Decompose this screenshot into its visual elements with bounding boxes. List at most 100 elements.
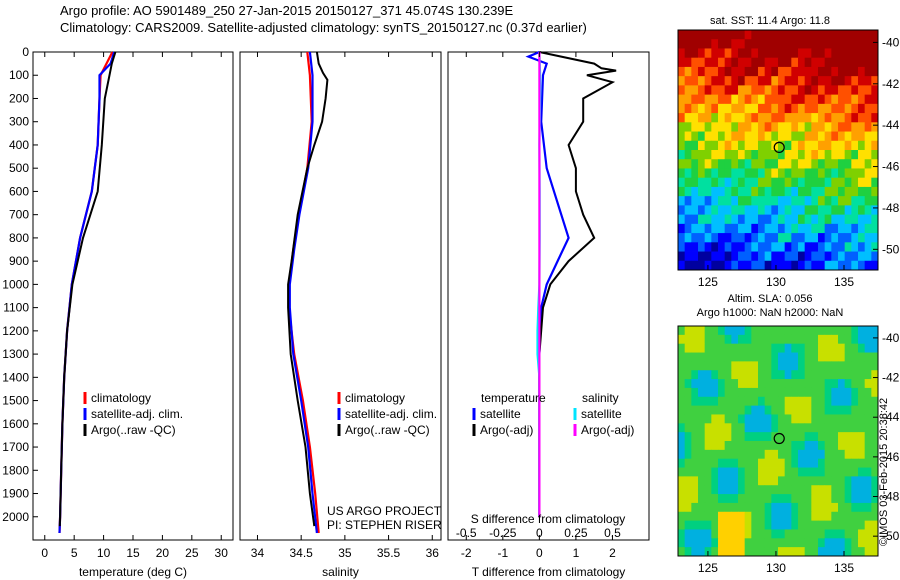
map-1-cell [818,66,826,77]
map-2-cell [691,379,699,389]
map-1-cell [818,260,826,271]
map-2-cell [704,511,712,522]
map-2-cell [871,458,879,468]
map-2-cell [771,547,779,557]
map-2-cell [684,387,692,398]
map-1-cell [824,177,832,188]
map-1-cell [751,150,759,160]
panel-1-xtick-label-4: 20 [156,546,170,560]
map-2-cell [724,370,732,380]
map-1-cell [864,168,872,179]
map-2-cell [778,529,786,539]
map-2-cell [764,511,772,522]
map-1-cell [831,177,839,188]
map-2-cell [858,387,866,398]
map-1-cell [724,205,732,216]
map-2-cell [864,485,872,495]
map-1-cell [851,168,859,179]
map-1-cell [851,57,859,68]
map-1-cell [684,260,692,271]
map-2-cell [731,476,739,486]
map-2-cell [771,334,779,345]
ytick-label-9: 900 [9,254,29,268]
map-1-cell [811,39,819,49]
map-1-cell [744,48,752,59]
map-1-cell [684,66,692,77]
map-2-cell [784,458,792,468]
map-1-cell [744,76,752,86]
map-1-cell [798,242,806,252]
panel-2-annotation-project: US ARGO PROJECT [327,504,442,518]
map-1-cell [844,30,852,40]
map-2-cell [678,343,686,353]
map-2-cell [838,432,846,442]
map-1-cell [844,113,852,123]
map-1-cell [711,205,719,216]
map-1-cell [871,94,879,105]
map-1-cell [758,223,766,234]
map-2-cell [738,511,746,522]
map-1-cell [844,48,852,59]
map-1-cell [864,131,872,142]
map-1-cell [798,196,806,206]
map-1-cell [831,242,839,252]
map-1-cell [811,94,819,105]
map-1-cell [784,39,792,49]
map-2-cell [858,494,866,504]
map-1-cell [678,251,686,262]
map-1-cell [704,103,712,114]
map-2-subtitle: Argo h1000: NaN h2000: NaN [697,307,844,319]
map-2-cell [791,432,799,442]
map-2-cell [698,467,706,477]
map-1-cell [778,39,786,49]
map-2-cell [784,494,792,504]
map-1-cell [678,168,686,179]
map-2-cell [731,449,739,460]
map-2-cell [851,449,859,460]
map-1-cell [744,85,752,96]
map-2-cell [691,538,699,548]
map-2-cell [678,387,686,398]
map-1-cell [784,177,792,188]
map-2-cell [778,485,786,495]
map-2-cell [704,485,712,495]
map-1-cell [698,223,706,234]
map-1-cell [764,214,772,225]
map-1-cell [791,140,799,151]
map-2-cell [818,547,826,557]
map-2-cell [771,520,779,530]
map-1-cell [871,159,879,169]
map-2-ytick-label-1: -42 [882,371,900,385]
map-1-ytick-label-0: -40 [882,35,900,49]
map-1-cell [731,186,739,197]
map-2-cell [791,414,799,424]
map-2-cell [751,326,759,336]
map-1-cell [764,205,772,216]
map-1-cell [871,85,879,96]
map-2-cell [771,467,779,477]
map-1-cell [791,214,799,225]
map-2-cell [751,441,759,451]
map-1-cell [818,30,826,40]
map-2-cell [771,449,779,460]
map-2-cell [684,458,692,468]
map-1-cell [691,39,699,49]
map-1-cell [744,214,752,225]
map-1-cell [678,177,686,188]
map-2-cell [784,511,792,522]
map-2-cell [751,405,759,415]
map-1-cell [871,168,879,179]
map-2-cell [844,361,852,371]
map-1-cell [771,57,779,68]
map-2-cell [771,414,779,424]
map-1-cell [784,66,792,77]
map-1-cell [718,168,726,179]
map-2-cell [851,423,859,433]
ytick-label-19: 1900 [2,487,29,501]
map-1-cell [764,233,772,243]
map-1-cell [758,242,766,252]
map-1-cell [824,57,832,68]
map-2-cell [871,396,879,407]
panel-31-legend-label-0: satellite [480,407,521,421]
map-1-cell [684,85,692,96]
